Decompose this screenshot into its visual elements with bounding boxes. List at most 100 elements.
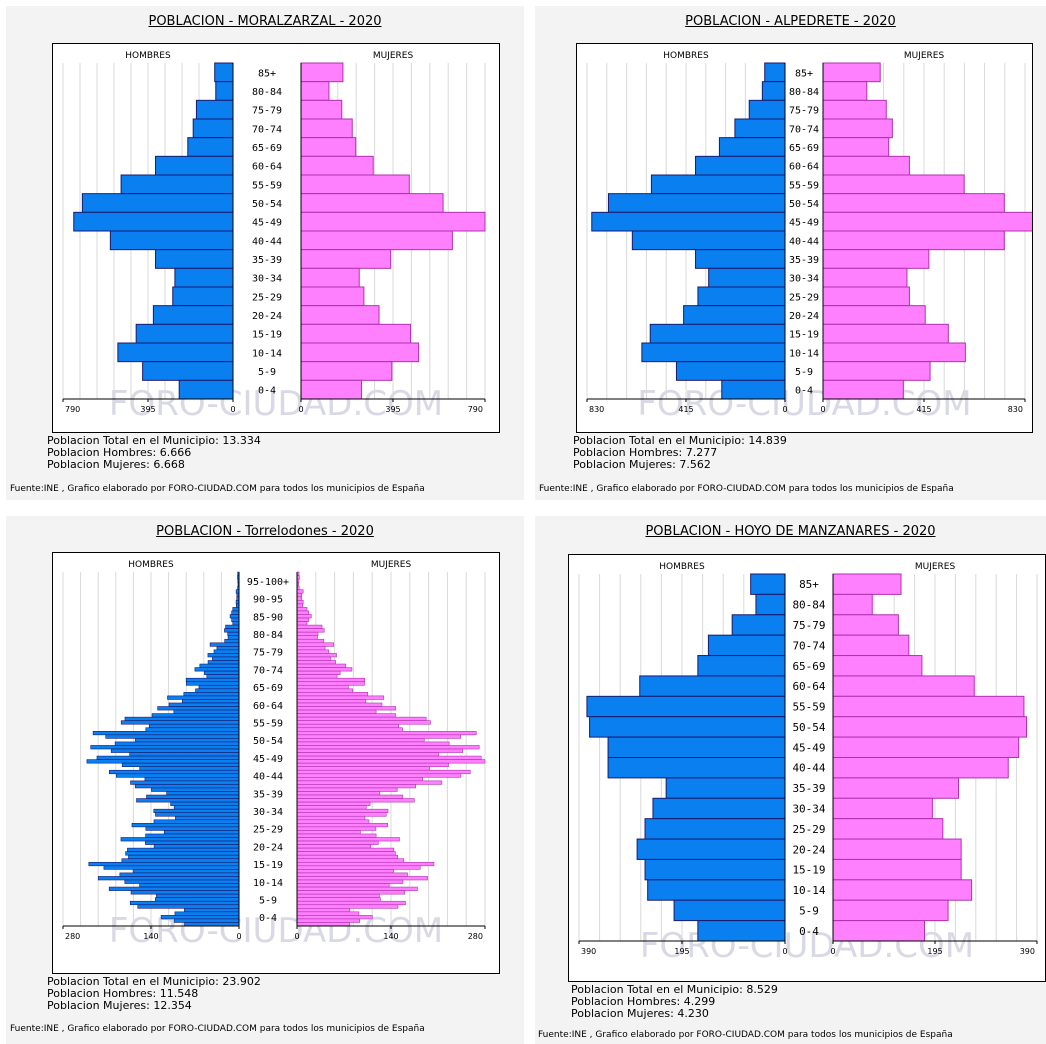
- bar-hombres: [673, 899, 786, 922]
- bar-mujeres: [296, 784, 417, 789]
- source-note: Fuente:INE , Grafico elaborado por FORO-…: [10, 484, 425, 494]
- chart-title: POBLACION - HOYO DE MANZANARES - 2020: [645, 524, 936, 539]
- bar-hombres: [708, 267, 786, 288]
- bar-hombres: [229, 614, 240, 619]
- x-tick-label: 415: [678, 405, 693, 414]
- bar-hombres: [153, 844, 240, 849]
- bar-hombres: [224, 628, 240, 633]
- bar-hombres: [120, 720, 240, 725]
- age-group-label: 5-9: [795, 367, 813, 378]
- age-group-label: 75-79: [789, 106, 819, 117]
- bar-mujeres: [296, 628, 325, 633]
- bar-mujeres: [296, 699, 367, 704]
- bar-mujeres: [296, 692, 369, 697]
- age-group-label: 75-79: [253, 648, 283, 659]
- bar-mujeres: [296, 607, 308, 612]
- x-tick-label: 140: [383, 932, 398, 941]
- bar-hombres: [707, 634, 786, 657]
- bar-mujeres: [296, 617, 310, 622]
- bar-mujeres: [296, 780, 443, 785]
- bar-mujeres: [296, 869, 394, 874]
- bar-hombres: [212, 656, 240, 661]
- bar-hombres: [142, 361, 234, 381]
- age-group-label: 75-79: [792, 619, 825, 632]
- bar-hombres: [146, 794, 240, 799]
- bar-mujeres: [822, 99, 887, 120]
- bar-hombres: [120, 837, 240, 842]
- legend-mujeres: MUJERES: [371, 560, 412, 570]
- source-note: Fuente:INE , Grafico elaborado por FORO-…: [539, 484, 954, 494]
- bar-mujeres: [296, 621, 308, 626]
- bar-mujeres: [296, 727, 403, 732]
- bar-hombres: [209, 642, 240, 647]
- age-group-label: 60-64: [253, 701, 283, 712]
- population-stats: Poblacion Total en el Municipio: 14.839 …: [573, 435, 787, 471]
- bar-hombres: [151, 713, 240, 718]
- x-tick-label: 0: [830, 947, 835, 956]
- bar-hombres: [103, 865, 240, 870]
- bar-hombres: [207, 660, 240, 665]
- bar-mujeres: [822, 379, 904, 400]
- bar-hombres: [721, 379, 786, 400]
- age-group-label: 15-19: [789, 330, 819, 341]
- bar-hombres: [145, 826, 240, 831]
- age-group-label: 70-74: [792, 639, 825, 652]
- bar-mujeres: [296, 688, 354, 693]
- bar-mujeres: [832, 777, 960, 799]
- bar-mujeres: [296, 723, 400, 729]
- bar-hombres: [181, 699, 240, 704]
- age-group-label: 5-9: [258, 367, 276, 378]
- bar-hombres: [130, 780, 240, 785]
- age-group-label: 35-39: [252, 255, 282, 266]
- x-tick-label: 830: [1008, 405, 1023, 414]
- bar-mujeres: [296, 815, 366, 821]
- bar-hombres: [109, 230, 234, 251]
- bar-mujeres: [296, 600, 304, 605]
- x-tick-label: 0: [782, 405, 787, 414]
- source-note: Fuente:INE , Grafico elaborado por FORO-…: [10, 1024, 425, 1034]
- bar-mujeres: [296, 826, 377, 831]
- population-stats: Poblacion Total en el Municipio: 23.902 …: [47, 976, 261, 1012]
- bar-mujeres: [822, 137, 890, 157]
- age-group-label: 80-84: [253, 630, 283, 641]
- bar-mujeres: [822, 267, 908, 288]
- bar-hombres: [110, 748, 240, 753]
- legend-mujeres: MUJERES: [373, 51, 414, 61]
- bar-mujeres: [300, 174, 410, 195]
- bar-mujeres: [822, 81, 868, 101]
- bar-mujeres: [296, 745, 480, 750]
- bar-hombres: [174, 911, 240, 916]
- stat-total: Poblacion Total en el Municipio: 14.839: [573, 434, 787, 447]
- age-group-label: 45-49: [789, 218, 819, 229]
- bar-mujeres: [296, 861, 435, 867]
- bar-mujeres: [296, 890, 405, 895]
- bar-hombres: [157, 706, 240, 711]
- bar-mujeres: [300, 211, 486, 232]
- age-group-label: 20-24: [252, 311, 282, 322]
- bar-mujeres: [296, 635, 318, 640]
- age-group-label: 0-4: [258, 386, 276, 397]
- bar-mujeres: [296, 833, 377, 838]
- bar-hombres: [92, 731, 240, 736]
- bar-hombres: [81, 193, 234, 213]
- age-group-label: 35-39: [792, 782, 825, 795]
- age-group-label: 50-54: [252, 199, 282, 210]
- stat-men: Poblacion Hombres: 7.277: [573, 446, 718, 459]
- bar-mujeres: [300, 118, 353, 139]
- bar-hombres: [206, 674, 240, 679]
- bar-mujeres: [300, 379, 363, 400]
- bar-hombres: [144, 777, 240, 782]
- age-group-label: 10-14: [789, 348, 819, 359]
- bar-mujeres: [822, 230, 1005, 251]
- stat-women: Poblacion Mujeres: 4.230: [571, 1007, 709, 1020]
- bar-mujeres: [296, 904, 399, 909]
- bar-mujeres: [296, 911, 360, 916]
- bar-mujeres: [296, 603, 304, 608]
- bar-hombres: [135, 738, 240, 743]
- bar-hombres: [195, 688, 240, 693]
- chart-svg: HOMBRES MUJERES FORO-CIUDAD.COM 85+ 80-84 75-…: [586, 51, 1032, 424]
- bar-hombres: [86, 759, 240, 764]
- bar-hombres: [649, 323, 786, 344]
- age-group-label: 20-24: [789, 311, 819, 322]
- bar-mujeres: [296, 798, 415, 803]
